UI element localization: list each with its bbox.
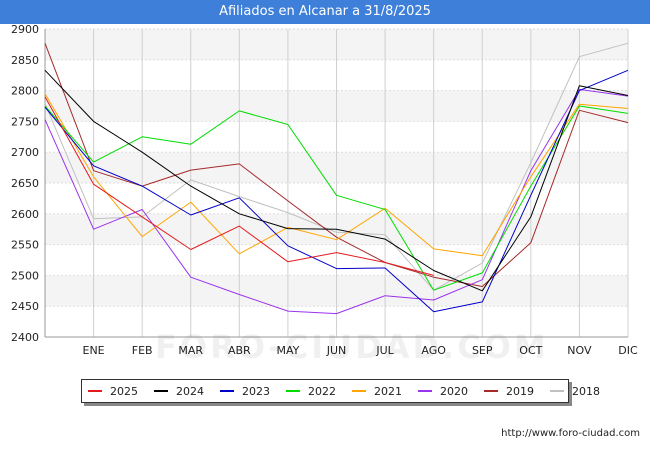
y-tick-label: 2450 xyxy=(11,300,39,313)
legend-item-2025: 2025 xyxy=(88,385,138,398)
series-line-2024 xyxy=(44,69,629,292)
legend-label: 2025 xyxy=(110,384,138,398)
legend-item-2021: 2021 xyxy=(352,385,402,398)
x-tick-label: FEB xyxy=(132,344,153,357)
chart-title: Afiliados en Alcanar a 31/8/2025 xyxy=(0,0,650,24)
y-tick-label: 2700 xyxy=(11,146,39,159)
series-lines xyxy=(44,42,629,315)
x-tick-label: OCT xyxy=(519,344,542,357)
legend-swatch xyxy=(418,390,432,392)
legend: 2025 2024 2023 2022 2021 2020 2019 2018 xyxy=(81,379,600,403)
x-tick-label: JUL xyxy=(375,344,394,357)
legend-item-2024: 2024 xyxy=(154,385,204,398)
legend-swatch xyxy=(220,390,234,392)
source-link[interactable]: http://www.foro-ciudad.com xyxy=(501,428,640,439)
series-line-2022 xyxy=(44,105,629,291)
series-line-2025 xyxy=(44,96,434,276)
x-tick-label: AGO xyxy=(421,344,446,357)
y-tick-label: 2800 xyxy=(11,85,39,98)
legend-label: 2023 xyxy=(242,384,270,398)
series-line-2021 xyxy=(44,93,629,257)
legend-item-2020: 2020 xyxy=(418,385,468,398)
legend-label: 2020 xyxy=(440,384,468,398)
legend-label: 2019 xyxy=(506,384,534,398)
x-tick-label: ABR xyxy=(228,344,251,357)
legend-label: 2021 xyxy=(374,384,402,398)
x-tick-label: NOV xyxy=(567,344,592,357)
y-tick-label: 2500 xyxy=(11,269,39,282)
series-line-2020 xyxy=(44,88,629,315)
legend-swatch xyxy=(286,390,300,392)
y-tick-label: 2650 xyxy=(11,177,39,190)
x-tick-label: SEP xyxy=(472,344,493,357)
y-tick-label: 2400 xyxy=(11,331,39,344)
legend-item-2023: 2023 xyxy=(220,385,270,398)
legend-label: 2024 xyxy=(176,384,204,398)
y-tick-label: 2550 xyxy=(11,239,39,252)
x-tick-label: ENE xyxy=(83,344,105,357)
legend-label: 2018 xyxy=(572,384,600,398)
legend-swatch xyxy=(550,390,564,392)
y-tick-label: 2600 xyxy=(11,208,39,221)
y-tick-label: 2900 xyxy=(11,23,39,36)
x-tick-label: DIC xyxy=(618,344,638,357)
legend-item-2019: 2019 xyxy=(484,385,534,398)
y-axis-ticks: 2400 2450 2500 2550 2600 2650 2700 2750 2800 2850… xyxy=(11,23,39,344)
x-axis-ticks: ENE FEB MAR ABR MAY JUN JUL AGO SEP OCT NOV DIC xyxy=(83,344,638,357)
legend-swatch xyxy=(484,390,498,392)
legend-swatch xyxy=(88,390,102,392)
x-tick-label: MAR xyxy=(178,344,203,357)
series-line-2023 xyxy=(44,69,629,313)
legend-label: 2022 xyxy=(308,384,336,398)
watermark: FORO-CIUDAD.COM xyxy=(155,328,549,366)
legend-item-2018: 2018 xyxy=(550,385,600,398)
x-tick-label: JUN xyxy=(326,344,347,357)
legend-item-2022: 2022 xyxy=(286,385,336,398)
legend-swatch xyxy=(154,390,168,392)
x-tick-label: MAY xyxy=(276,344,299,357)
y-tick-label: 2750 xyxy=(11,115,39,128)
y-tick-label: 2850 xyxy=(11,54,39,67)
legend-swatch xyxy=(352,390,366,392)
